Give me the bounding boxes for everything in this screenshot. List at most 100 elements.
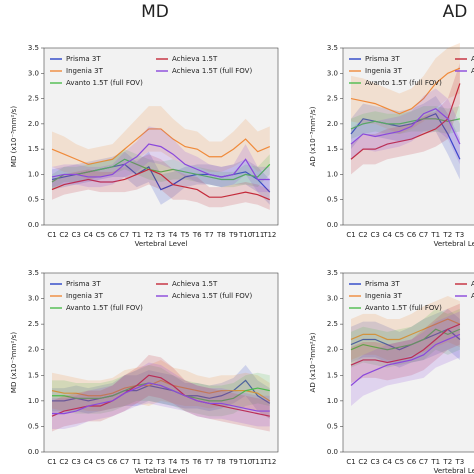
error-band (52, 154, 270, 210)
legend-label: Achieva 1.5T (full FOV) (471, 292, 474, 300)
series-line (350, 318, 461, 341)
y-tick-label: 1.5 (28, 371, 39, 379)
error-band (351, 42, 460, 134)
legend-label: Prisma 3T (365, 55, 400, 63)
y-tick-label: 1.0 (327, 170, 338, 178)
x-tick-label: T5 (180, 231, 190, 239)
y-tick-label: 0.5 (327, 196, 338, 204)
y-axis-label: AD (x10⁻³mm²/s) (309, 106, 317, 166)
x-tick-label: T7 (204, 231, 214, 239)
x-tick-label: C3 (371, 458, 380, 466)
x-tick-label: T12 (262, 231, 276, 239)
series-line (350, 323, 461, 366)
y-tick-label: 3.5 (327, 269, 338, 277)
y-tick-label: 3.0 (327, 69, 338, 77)
legend-label: Ingenia 3T (365, 292, 403, 300)
legend-label: Prisma 3T (365, 280, 400, 288)
y-tick-label: 2.5 (28, 320, 39, 328)
y-tick-label: 0.0 (327, 221, 338, 229)
legend-label: Ingenia 3T (365, 67, 403, 75)
error-band (351, 88, 460, 165)
y-tick-label: 1.0 (327, 397, 338, 405)
series-line (52, 382, 270, 415)
y-tick-label: 2.0 (327, 346, 338, 354)
series-line (51, 379, 271, 402)
y-tick-label: 1.5 (327, 371, 338, 379)
error-band (351, 308, 460, 368)
x-tick-label: T2 (143, 458, 153, 466)
x-tick-label: C7 (120, 458, 129, 466)
x-tick-label: T3 (455, 231, 465, 239)
series-line (350, 67, 461, 115)
x-tick-label: C1 (47, 458, 56, 466)
y-tick-label: 3.0 (28, 295, 39, 303)
series-line (51, 168, 271, 201)
x-tick-label: C6 (407, 458, 417, 466)
plot-area (342, 272, 474, 453)
error-band (351, 96, 460, 180)
legend-label: Achieva 1.5T (full FOV) (172, 292, 252, 300)
x-tick-label: T3 (455, 458, 465, 466)
x-tick-label: C5 (96, 458, 105, 466)
x-tick-label: C7 (419, 458, 428, 466)
x-tick-label: C6 (108, 231, 118, 239)
x-tick-label: C1 (47, 231, 56, 239)
y-tick-label: 2.0 (28, 120, 39, 128)
y-tick-label: 1.0 (28, 397, 39, 405)
x-tick-label: T8 (216, 231, 226, 239)
x-tick-label: T2 (442, 458, 452, 466)
y-tick-label: 0.5 (28, 422, 39, 430)
y-tick-label: 1.5 (28, 145, 39, 153)
legend-label: Achieva 1.5T (471, 55, 474, 63)
error-band (351, 63, 460, 175)
plot-area (43, 272, 279, 453)
x-tick-label: C7 (419, 231, 428, 239)
y-tick-label: 0.5 (327, 422, 338, 430)
x-tick-label: T2 (442, 231, 452, 239)
error-band (52, 362, 270, 429)
x-tick-label: C5 (96, 231, 105, 239)
y-tick-label: 2.0 (327, 120, 338, 128)
x-tick-label: C4 (383, 231, 393, 239)
y-axis-label: AD (x10⁻³mm²/s) (309, 332, 317, 392)
x-tick-label: T9 (228, 458, 238, 466)
legend-label: Avanto 1.5T (full FOV) (66, 304, 143, 312)
error-band (351, 308, 460, 368)
error-band (52, 149, 270, 190)
y-tick-label: 2.0 (28, 346, 39, 354)
legend-label: Ingenia 3T (66, 292, 104, 300)
error-band (52, 106, 270, 180)
series-line (350, 107, 461, 145)
x-tick-label: T7 (204, 458, 214, 466)
series-line (350, 118, 461, 130)
x-tick-label: T11 (250, 231, 264, 239)
legend-label: Achieva 1.5T (full FOV) (471, 67, 474, 75)
x-tick-label: C3 (371, 231, 380, 239)
y-tick-label: 3.5 (327, 44, 338, 52)
x-tick-label: C6 (108, 458, 118, 466)
x-tick-label: T10 (238, 458, 252, 466)
x-axis-label: Vertebral Level (135, 467, 188, 474)
y-tick-label: 0.0 (327, 448, 338, 456)
y-axis-label: MD (x10⁻³mm²/s) (10, 106, 18, 167)
x-tick-label: C6 (407, 231, 417, 239)
y-tick-label: 3.5 (28, 44, 39, 52)
x-axis-label: Vertebral Level (135, 240, 188, 248)
series-line (350, 333, 461, 386)
x-tick-label: C2 (59, 231, 68, 239)
y-tick-label: 2.5 (327, 95, 338, 103)
x-axis-label: Vertebral Level (434, 467, 474, 474)
x-tick-label: T1 (430, 458, 440, 466)
x-tick-label: C2 (59, 458, 68, 466)
x-tick-label: C1 (346, 231, 355, 239)
error-band (351, 311, 460, 406)
panel-title: AD (443, 2, 468, 22)
x-tick-label: T4 (168, 458, 178, 466)
x-tick-label: T2 (143, 231, 153, 239)
x-tick-label: C4 (383, 458, 393, 466)
y-tick-label: 3.5 (28, 269, 39, 277)
x-tick-label: T10 (238, 231, 252, 239)
y-axis-label: MD (x10⁻³mm²/s) (10, 332, 18, 393)
x-tick-label: C7 (120, 231, 129, 239)
